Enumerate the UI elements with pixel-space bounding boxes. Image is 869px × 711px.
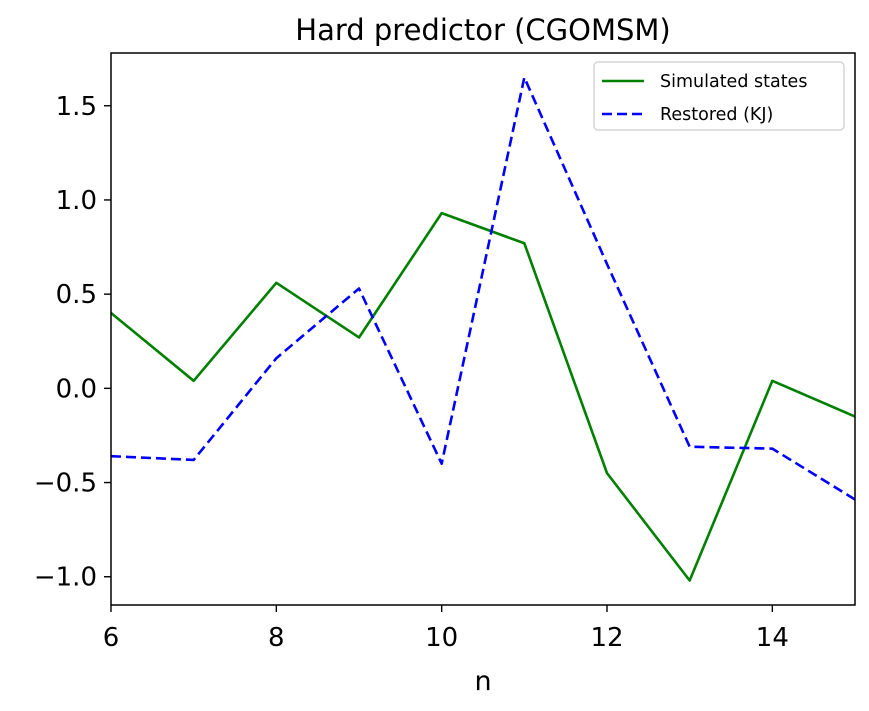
legend-box: [593, 61, 845, 131]
y-tick-label: 0.0: [56, 374, 97, 404]
x-tick-label: 6: [103, 623, 120, 653]
x-tick-label: 10: [425, 623, 458, 653]
legend-label-1: Simulated states: [660, 72, 807, 92]
series-line-1: [111, 211, 855, 582]
plot-frame: [110, 52, 856, 606]
series-layer: [111, 76, 855, 582]
series-line-2: [111, 76, 855, 501]
y-tick-label: 1.0: [56, 186, 97, 216]
y-tick-label: −1.0: [34, 563, 97, 593]
x-tick-label: 14: [756, 623, 789, 653]
y-tick-label: −0.5: [34, 469, 97, 499]
chart-title: Hard predictor (CGOMSM): [295, 13, 670, 47]
x-tick-label: 12: [590, 623, 623, 653]
x-tick-label: 8: [268, 623, 285, 653]
legend-label-2: Restored (KJ): [660, 105, 773, 125]
x-axis-label: n: [474, 666, 491, 697]
y-tick-label: 0.5: [56, 280, 97, 310]
legend: Simulated states Restored (KJ): [593, 61, 845, 131]
ticks-layer: 6 8 10 12 14 −1.0 −0.5 0.0 0.5 1.0 1.5: [34, 92, 789, 653]
y-tick-label: 1.5: [56, 92, 97, 122]
